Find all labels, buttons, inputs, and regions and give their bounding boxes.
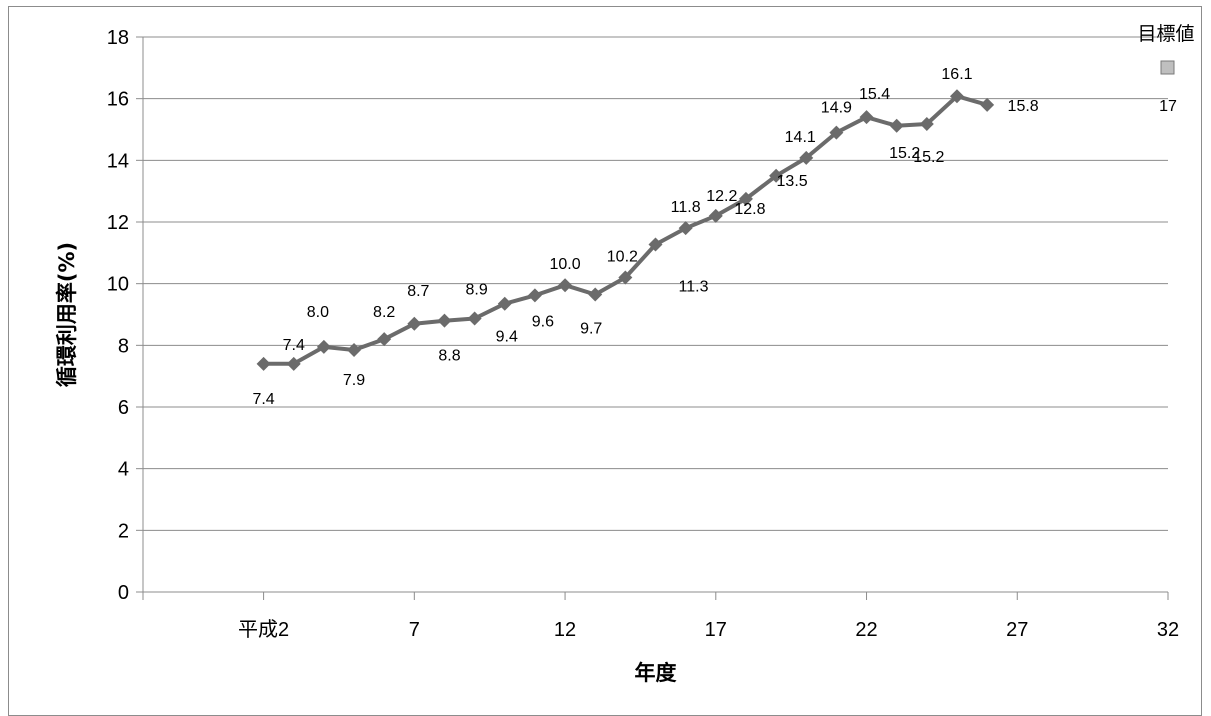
data-point xyxy=(889,118,904,133)
data-point xyxy=(407,316,422,331)
x-tick-label: 17 xyxy=(705,619,727,641)
data-label: 10.0 xyxy=(549,256,580,273)
data-point xyxy=(980,97,995,112)
data-label: 8.7 xyxy=(407,283,429,300)
data-point xyxy=(377,332,392,347)
data-point xyxy=(497,296,512,311)
data-point xyxy=(588,287,603,302)
data-point xyxy=(316,339,331,354)
y-tick-label: 16 xyxy=(107,89,129,111)
x-tick-label: 32 xyxy=(1157,619,1179,641)
data-point xyxy=(347,342,362,357)
data-label: 14.9 xyxy=(821,100,852,117)
x-tick-label: 平成2 xyxy=(238,618,289,641)
data-label: 15.8 xyxy=(1008,98,1039,115)
x-tick-label: 12 xyxy=(554,619,576,641)
data-label: 9.6 xyxy=(532,313,554,330)
data-label: 7.9 xyxy=(343,372,365,389)
data-point xyxy=(648,237,663,252)
data-label: 13.5 xyxy=(777,173,808,190)
y-tick-label: 2 xyxy=(118,520,129,542)
data-point xyxy=(467,311,482,326)
data-label: 9.4 xyxy=(496,329,518,346)
data-label: 15.4 xyxy=(859,86,890,103)
y-tick-label: 4 xyxy=(118,459,129,481)
data-label: 10.2 xyxy=(607,249,638,266)
data-label: 7.4 xyxy=(252,391,274,408)
x-tick-label: 22 xyxy=(855,619,877,641)
data-label: 8.0 xyxy=(307,304,329,321)
x-axis-title: 年度 xyxy=(635,661,677,685)
data-point xyxy=(437,313,452,328)
data-label: 12.8 xyxy=(734,201,765,218)
y-tick-label: 10 xyxy=(107,274,129,296)
data-label: 8.9 xyxy=(465,282,487,299)
data-label: 8.8 xyxy=(438,348,460,365)
data-point xyxy=(738,191,753,206)
y-tick-label: 18 xyxy=(107,27,129,49)
data-label: 7.4 xyxy=(283,337,305,354)
y-tick-label: 8 xyxy=(118,335,129,357)
data-point xyxy=(527,288,542,303)
y-tick-label: 14 xyxy=(107,150,129,172)
data-point xyxy=(949,89,964,104)
data-point xyxy=(558,278,573,293)
data-label: 11.3 xyxy=(679,279,709,296)
data-label: 14.1 xyxy=(785,129,816,146)
target-marker xyxy=(1160,60,1175,75)
data-label: 8.2 xyxy=(373,304,395,321)
data-point xyxy=(256,356,271,371)
data-label: 15.2 xyxy=(913,149,944,166)
data-point xyxy=(799,150,814,165)
x-tick-label: 7 xyxy=(409,619,420,641)
y-axis-title: 循環利用率(%) xyxy=(55,242,79,387)
data-label: 11.8 xyxy=(671,199,701,216)
data-point xyxy=(678,221,693,236)
data-point xyxy=(618,270,633,285)
data-point xyxy=(859,110,874,125)
legend-label-target: 目標値 xyxy=(1137,23,1194,45)
data-point xyxy=(286,356,301,371)
y-tick-label: 0 xyxy=(118,582,129,604)
data-label: 16.1 xyxy=(941,66,972,83)
y-tick-label: 6 xyxy=(118,397,129,419)
data-label: 9.7 xyxy=(580,320,602,337)
chart-frame xyxy=(8,6,1202,716)
data-label: 15.2 xyxy=(889,145,920,162)
data-point xyxy=(708,208,723,223)
data-point xyxy=(919,116,934,131)
series-line xyxy=(263,94,988,366)
y-tick-label: 12 xyxy=(107,212,129,234)
data-label: 12.2 xyxy=(706,188,737,205)
target-value-label: 17 xyxy=(1159,98,1177,115)
data-point xyxy=(829,125,844,140)
x-tick-label: 27 xyxy=(1006,619,1028,641)
data-point xyxy=(769,168,784,183)
